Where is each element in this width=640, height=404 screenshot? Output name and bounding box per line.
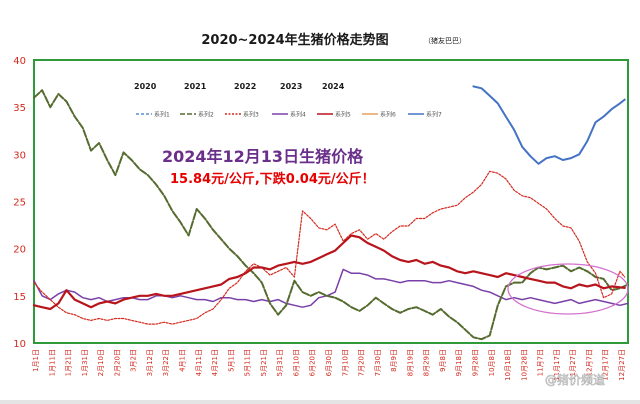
x-tick-label: 8月9日 — [390, 349, 398, 372]
x-tick-label: 7月20日 — [358, 349, 366, 376]
legend-label: 系列6 — [380, 111, 396, 119]
x-tick-label: 11月7日 — [537, 349, 545, 376]
y-tick-label: 25 — [13, 198, 26, 209]
x-tick-label: 8月19日 — [406, 349, 414, 376]
legend-label: 系列1 — [154, 111, 170, 119]
series-line-系列3 — [33, 170, 626, 325]
x-tick-label: 10月28日 — [520, 349, 528, 381]
legend-label: 系列3 — [243, 111, 259, 119]
year-label: 2020 — [134, 82, 157, 91]
series-line-系列4 — [33, 268, 629, 308]
year-label: 2021 — [184, 82, 207, 91]
x-tick-label: 4月11日 — [195, 349, 203, 376]
legend-label: 系列5 — [335, 111, 351, 119]
x-tick-label: 1月1日 — [32, 349, 40, 372]
legend-label: 系列4 — [290, 111, 306, 119]
watermark-text: @猪价频道 — [545, 373, 605, 387]
x-tick-label: 3月12日 — [146, 349, 154, 376]
x-tick-label: 8月29日 — [423, 349, 431, 376]
series-line-系列7 — [472, 85, 626, 165]
x-tick-label: 5月31日 — [276, 349, 284, 376]
x-tick-label: 11月27日 — [569, 349, 577, 381]
year-label: 2022 — [234, 82, 256, 91]
x-tick-label: 2月20日 — [113, 349, 121, 376]
x-tick-label: 3月2日 — [130, 349, 138, 372]
chart-title: 2020~2024年生猪价格走势图 — [201, 32, 388, 48]
x-tick-label: 7月30日 — [374, 349, 382, 376]
y-tick-label: 30 — [13, 150, 26, 161]
x-tick-label: 9月18日 — [455, 349, 463, 376]
y-tick-label: 35 — [13, 103, 26, 114]
y-tick-label: 15 — [13, 292, 26, 303]
year-label: 2024 — [322, 82, 345, 91]
year-labels: 2020 2021 2022 2023 2024 — [134, 82, 345, 91]
series-line-系列5 — [32, 234, 626, 311]
headline-text: 2024年12月13日生猪价格 — [162, 147, 364, 166]
plot-border — [33, 59, 629, 344]
y-axis: 10 15 20 25 30 35 40 — [13, 56, 26, 350]
x-tick-label: 3月22日 — [162, 349, 170, 376]
x-tick-label: 1月11日 — [48, 349, 56, 376]
x-tick-label: 5月1日 — [227, 349, 235, 372]
chart-subtitle: （猪友巴巴） — [424, 36, 466, 45]
price-text: 15.84元/公斤,下跌0.04元/公斤！ — [170, 171, 375, 187]
legend: 系列1 系列2 系列3 系列4 系列5 系列6 系列7 — [136, 111, 442, 119]
x-tick-label: 10月18日 — [504, 349, 512, 381]
x-tick-label: 1月21日 — [65, 349, 73, 376]
x-tick-label: 12月27日 — [618, 349, 626, 381]
x-tick-label: 5月11日 — [244, 349, 252, 376]
x-tick-label: 7月10日 — [341, 349, 349, 376]
legend-label: 系列2 — [198, 111, 214, 119]
series-layer — [32, 85, 629, 341]
x-tick-label: 5月21日 — [260, 349, 268, 376]
x-axis: 1月1日 1月11日 1月21日 1月31日 2月10日 2月20日 3月2日 3月12日 3月… — [32, 349, 626, 381]
x-tick-label: 2月10日 — [97, 349, 105, 376]
x-tick-label: 1月31日 — [81, 349, 89, 376]
y-tick-label: 10 — [13, 339, 26, 350]
y-tick-label: 20 — [13, 245, 26, 256]
highlight-ellipse — [507, 263, 629, 315]
legend-label: 系列7 — [426, 111, 442, 119]
x-tick-label: 12月17日 — [602, 349, 610, 381]
x-tick-label: 6月30日 — [325, 349, 333, 376]
year-label: 2023 — [280, 82, 302, 91]
x-tick-label: 10月8日 — [488, 349, 496, 376]
x-tick-label: 4月21日 — [211, 349, 219, 376]
x-tick-label: 6月10日 — [292, 349, 300, 376]
x-tick-label: 9月8日 — [439, 349, 447, 372]
series-line-系列2 — [33, 89, 629, 341]
x-tick-label: 4月1日 — [179, 349, 187, 372]
x-tick-label: 11月17日 — [553, 349, 561, 381]
x-tick-label: 6月20日 — [309, 349, 317, 376]
y-tick-label: 40 — [13, 56, 26, 67]
x-tick-label: 12月7日 — [585, 349, 593, 376]
x-tick-label: 9月28日 — [472, 349, 480, 376]
